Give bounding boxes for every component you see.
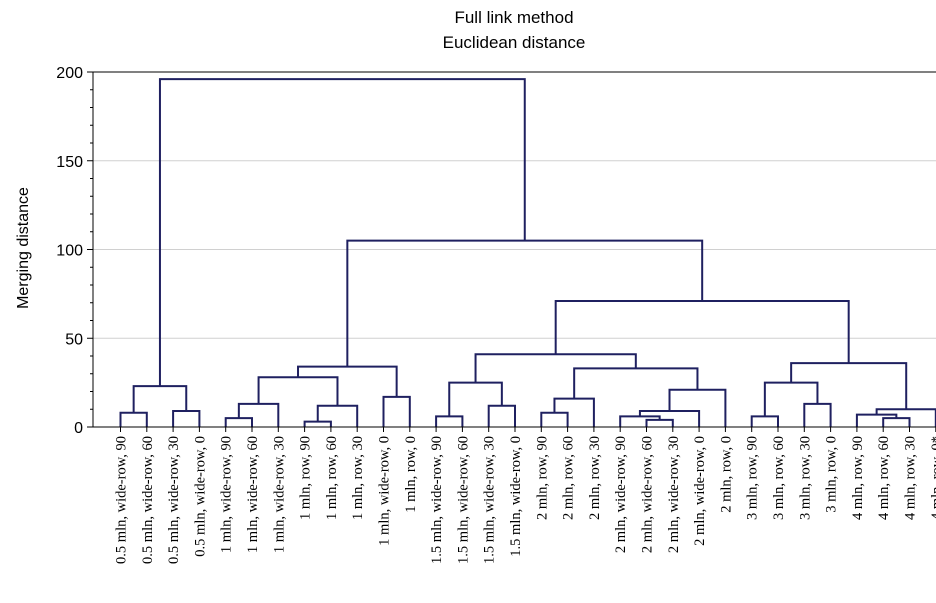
leaf-label: 2 mln, row, 0 <box>718 436 734 513</box>
leaf-label: 3 mln, row, 60 <box>771 436 787 520</box>
dendrogram-link <box>855 413 898 427</box>
leaf-label: 4 mln, row, 0* <box>929 436 936 520</box>
dendrogram-link <box>803 402 832 427</box>
leaf-label: 1 mln, wide-row, 0 <box>377 436 393 546</box>
leaf-label: 1 mln, row, 0 <box>403 436 419 513</box>
y-tick-label: 50 <box>65 331 83 348</box>
leaf-label: 2 mln, wide-row, 60 <box>640 436 656 553</box>
leaf-label: 2 mln, row, 60 <box>561 436 577 520</box>
chart-title: Full link method <box>454 8 573 27</box>
y-tick-label: 150 <box>56 154 83 171</box>
leaf-label: 2 mln, row, 30 <box>587 436 603 520</box>
dendrogram-link <box>316 404 359 427</box>
leaf-label: 2 mln, wide-row, 0 <box>692 436 708 546</box>
leaf-label: 0.5 mln, wide-row, 30 <box>166 436 182 564</box>
dendrogram-link <box>172 410 201 427</box>
leaf-label: 1.5 mln, wide-row, 0 <box>508 436 524 557</box>
dendrogram-link <box>346 239 704 367</box>
dendrogram-link <box>487 404 516 427</box>
leaf-label: 4 mln, row, 30 <box>903 436 919 520</box>
leaf-label: 1 mln, wide-row, 90 <box>219 436 235 553</box>
leaf-label: 4 mln, row, 60 <box>876 436 892 520</box>
leaf-label: 3 mln, row, 90 <box>745 436 761 520</box>
dendrogram-link <box>763 381 819 417</box>
leaf-label: 0.5 mln, wide-row, 0 <box>192 436 208 557</box>
dendrogram-link <box>257 376 339 406</box>
dendrogram-link <box>224 417 253 427</box>
y-tick-label: 0 <box>74 420 83 437</box>
leaf-label: 1 mln, wide-row, 30 <box>271 436 287 553</box>
leaf-label: 1 mln, row, 30 <box>350 436 366 520</box>
gridlines <box>93 160 936 339</box>
dendrogram-link <box>750 415 779 427</box>
dendrogram-links <box>119 78 936 427</box>
dendrogram-link <box>540 411 569 427</box>
leaf-label: 0.5 mln, wide-row, 60 <box>140 436 156 564</box>
dendrogram-link <box>645 418 674 427</box>
leaf-label: 0.5 mln, wide-row, 90 <box>114 436 130 564</box>
dendrogram-link <box>790 362 908 410</box>
dendrogram-link <box>435 415 464 427</box>
chart-subtitle: Euclidean distance <box>443 33 586 52</box>
x-axis-ticks: 0.5 mln, wide-row, 90 0.5 mln, wide-row, … <box>114 427 936 564</box>
y-axis-ticks: 0 50 100 150 200 <box>56 65 93 437</box>
leaf-label: 1 mln, row, 60 <box>324 436 340 520</box>
leaf-label: 4 mln, row, 90 <box>850 436 866 520</box>
leaf-label: 1 mln, wide-row, 60 <box>245 436 261 553</box>
dendrogram-link <box>132 385 188 413</box>
dendrogram-link <box>448 381 503 417</box>
dendrogram-link <box>158 78 526 387</box>
dendrogram-link <box>297 365 398 397</box>
dendrogram-link <box>668 388 727 427</box>
leaf-label: 1 mln, row, 90 <box>298 436 314 520</box>
dendrogram-link <box>382 395 411 427</box>
y-tick-label: 200 <box>56 65 83 82</box>
dendrogram-link <box>619 415 661 427</box>
leaf-label: 3 mln, row, 30 <box>797 436 813 520</box>
leaf-label: 2 mln, row, 90 <box>534 436 550 520</box>
dendrogram-link <box>303 420 332 427</box>
leaf-label: 2 mln, wide-row, 30 <box>666 436 682 553</box>
leaf-label: 2 mln, wide-row, 90 <box>613 436 629 553</box>
dendrogram-link <box>573 367 699 399</box>
y-axis-label: Merging distance <box>15 187 32 309</box>
dendrogram-link <box>119 411 148 427</box>
dendrogram-link <box>237 402 280 427</box>
leaf-label: 1.5 mln, wide-row, 60 <box>455 436 471 564</box>
leaf-label: 1.5 mln, wide-row, 30 <box>482 436 498 564</box>
dendrogram-link <box>882 417 911 427</box>
leaf-label: 3 mln, row, 0 <box>824 436 840 513</box>
y-tick-label: 100 <box>56 243 83 260</box>
leaf-label: 1.5 mln, wide-row, 90 <box>429 436 445 564</box>
